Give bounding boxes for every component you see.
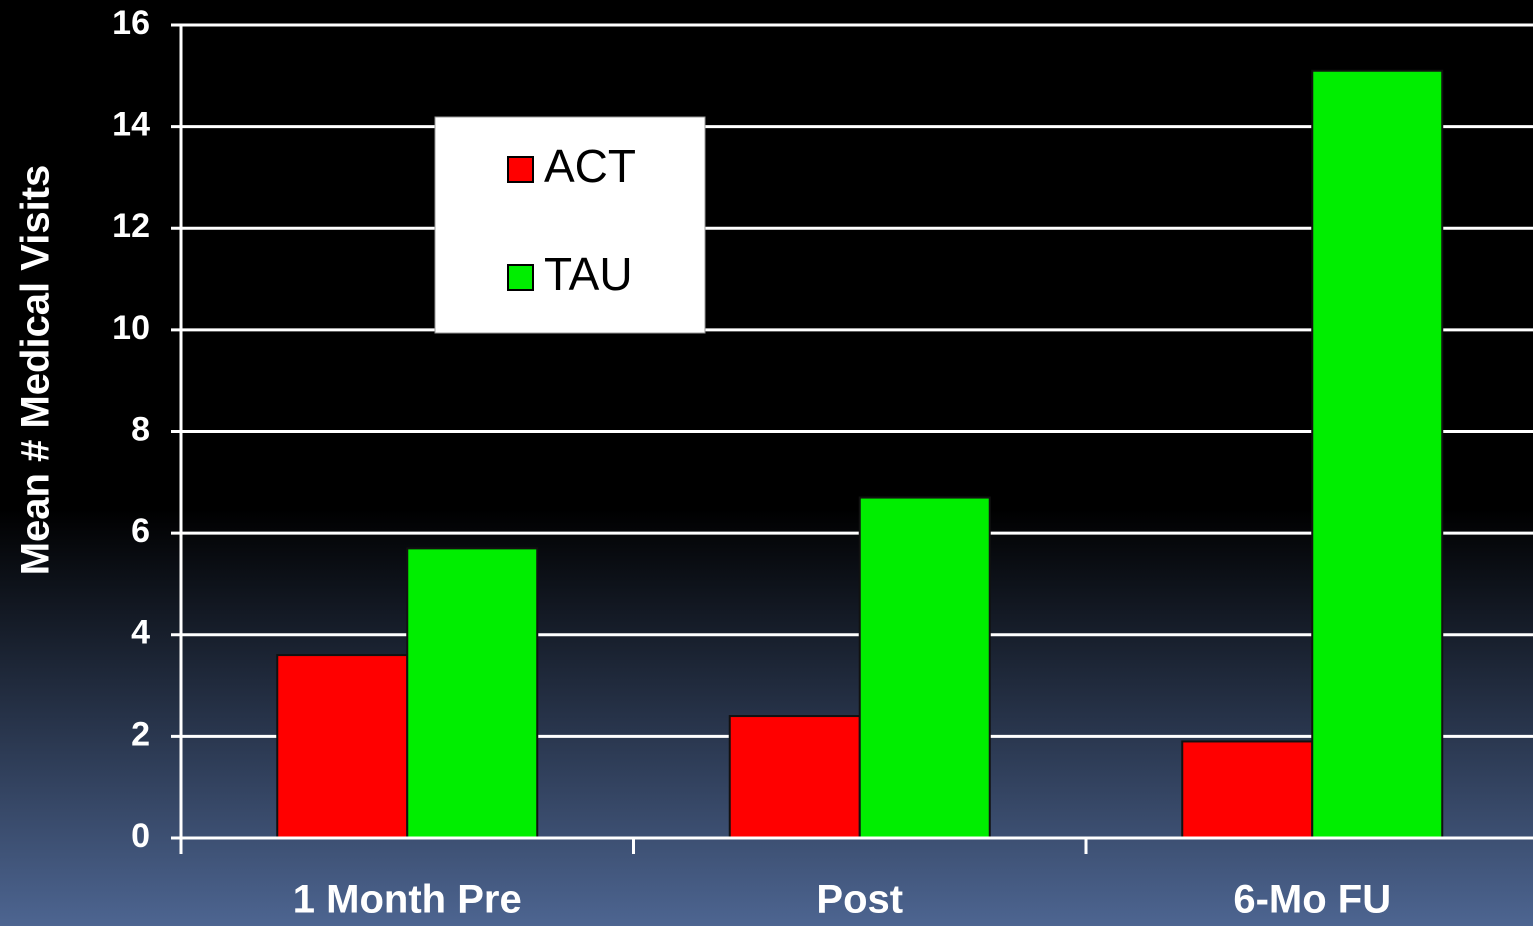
y-tick-label: 6	[131, 512, 150, 550]
x-tick-label: 6-Mo FU	[1233, 878, 1391, 922]
legend-label: ACT	[544, 140, 636, 192]
x-tick-label: 1 Month Pre	[293, 878, 522, 922]
y-tick-label: 14	[112, 106, 150, 144]
bar	[276, 654, 409, 840]
legend-swatch	[507, 156, 534, 183]
y-tick-label: 8	[131, 410, 150, 448]
legend-label: TAU	[544, 248, 633, 300]
bar	[1311, 69, 1444, 839]
y-tick-label: 2	[131, 715, 150, 753]
y-tick-label: 0	[131, 817, 150, 855]
x-tick-label: Post	[816, 878, 903, 922]
legend-box	[434, 116, 706, 334]
y-tick-label: 12	[112, 207, 150, 245]
y-tick-label: 10	[112, 309, 150, 347]
legend-swatch	[507, 264, 534, 291]
bar	[1181, 740, 1314, 839]
bar	[728, 715, 861, 839]
y-axis-label: Mean # Medical Visits	[14, 165, 58, 576]
bar	[406, 547, 539, 840]
bar	[858, 496, 991, 839]
y-tick-label: 16	[112, 4, 150, 42]
y-tick-label: 4	[131, 614, 150, 652]
